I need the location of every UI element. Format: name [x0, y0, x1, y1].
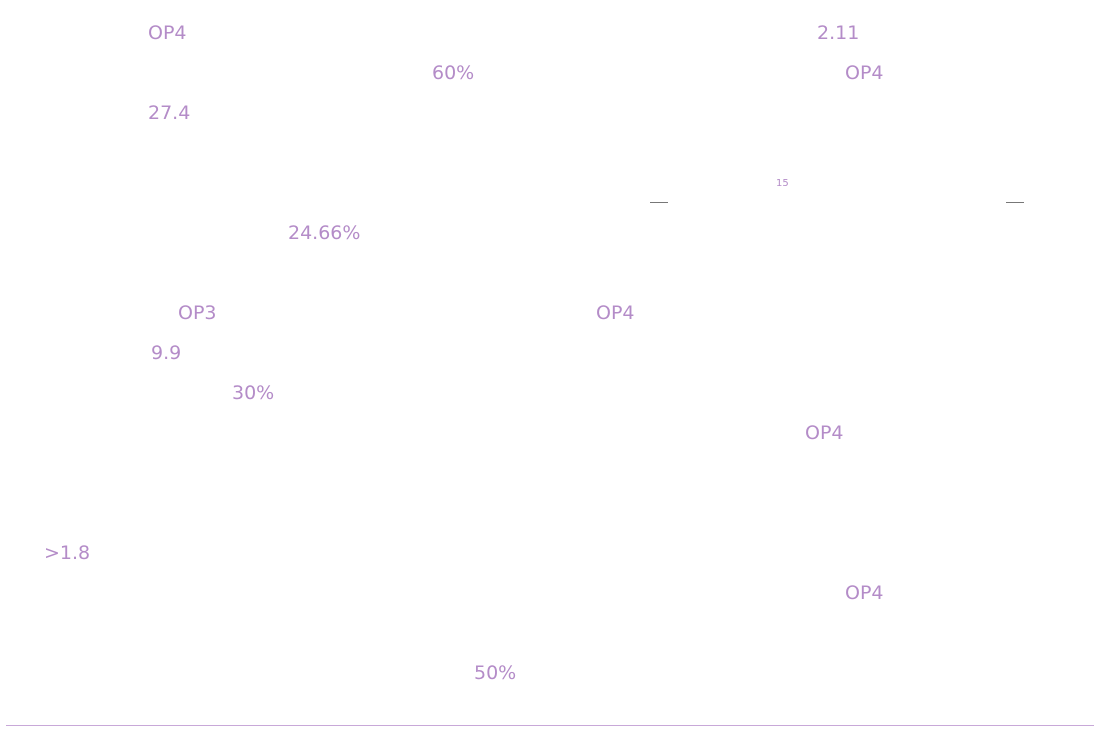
label: 50% [474, 662, 517, 684]
label: 27.4 [148, 102, 191, 124]
divider [6, 725, 1094, 726]
label: 9.9 [151, 342, 182, 364]
label: OP4 [596, 302, 635, 324]
dash [1006, 202, 1024, 203]
label: OP4 [845, 62, 884, 84]
label: >1.8 [44, 542, 91, 564]
label: 60% [432, 62, 475, 84]
label: 30% [232, 382, 275, 404]
label: OP4 [845, 582, 884, 604]
label: 2.11 [817, 22, 860, 44]
label: 24.66% [288, 222, 361, 244]
label: OP4 [148, 22, 187, 44]
dash [650, 202, 668, 203]
label: OP3 [178, 302, 217, 324]
label: 15 [776, 178, 789, 189]
label: OP4 [805, 422, 844, 444]
